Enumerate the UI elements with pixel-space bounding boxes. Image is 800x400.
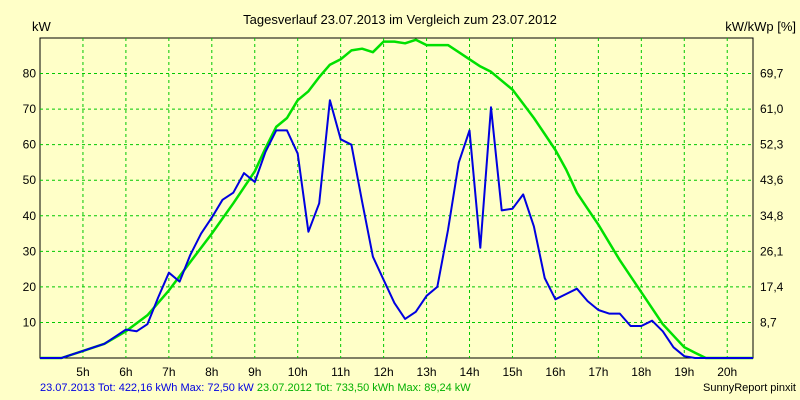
x-tick-label: 5h (76, 365, 89, 379)
y-axis-right-label: kW/kWp [%] (725, 19, 796, 34)
x-tick-label: 15h (502, 365, 522, 379)
x-tick-label: 7h (162, 365, 175, 379)
vertical-gridlines (82, 38, 728, 358)
x-tick-label: 19h (674, 365, 694, 379)
y2-tick-label: 52,3 (760, 138, 784, 152)
y-tick-label: 60 (23, 138, 37, 152)
footer-2012-summary: 23.07.2012 Tot: 733,50 kWh Max: 89,24 kW (256, 382, 471, 394)
footer-credit: SunnyReport pinxit (703, 382, 796, 394)
y2-tick-label: 17,4 (760, 280, 784, 294)
y2-tick-label: 34,8 (760, 209, 784, 223)
y-tick-label: 20 (23, 280, 37, 294)
y2-tick-label: 8,7 (760, 315, 777, 329)
plot-area (39, 37, 754, 359)
x-tick-label: 12h (374, 365, 394, 379)
x-tick-label: 18h (631, 365, 651, 379)
y2-tick-label: 61,0 (760, 102, 784, 116)
y-axis-left-label: kW (32, 19, 52, 34)
y-tick-label: 80 (23, 67, 37, 81)
y2-tick-label: 26,1 (760, 244, 784, 258)
chart-title: Tagesverlauf 23.07.2013 im Vergleich zum… (243, 12, 557, 27)
horizontal-gridlines (40, 73, 753, 323)
y-tick-label: 40 (23, 209, 37, 223)
x-tick-label: 13h (417, 365, 437, 379)
y2-tick-label: 69,7 (760, 67, 784, 81)
x-tick-label: 9h (248, 365, 261, 379)
x-tick-label: 6h (119, 365, 132, 379)
x-tick-label: 14h (460, 365, 480, 379)
y-tick-label: 50 (23, 173, 37, 187)
y-tick-label: 70 (23, 102, 37, 116)
x-tick-label: 11h (331, 365, 350, 379)
footer-2013-summary: 23.07.2013 Tot: 422,16 kWh Max: 72,50 kW (40, 382, 254, 394)
x-tick-label: 8h (205, 365, 218, 379)
y-tick-label: 30 (23, 244, 37, 258)
y-tick-label: 10 (23, 315, 37, 329)
x-tick-label: 17h (588, 365, 608, 379)
series-line-2012 (40, 38, 753, 360)
x-axis-tick-labels: 5h 6h 7h 8h 9h 10h 11h 12h 13h 14h 15h 16h 17h 18h 19h… (76, 365, 737, 379)
x-tick-label: 10h (288, 365, 308, 379)
y2-tick-label: 43,6 (760, 173, 784, 187)
x-tick-label: 16h (545, 365, 565, 379)
y-axis-left-tick-labels: 10 20 30 40 50 60 70 80 (23, 67, 37, 330)
series-line-2013 (40, 99, 753, 359)
y-axis-right-tick-labels: 8,7 17,4 26,1 34,8 43,6 52,3 61,0 69,7 (760, 67, 784, 330)
x-tick-label: 20h (717, 365, 737, 379)
footer-stats: 23.07.2013 Tot: 422,16 kWh Max: 72,50 kW… (40, 382, 471, 394)
